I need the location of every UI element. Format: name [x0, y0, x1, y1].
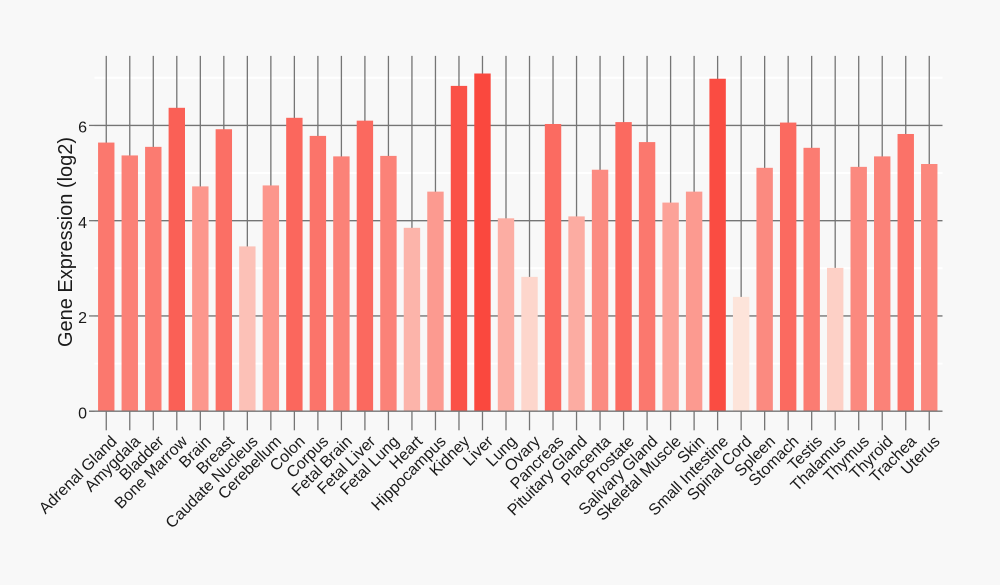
svg-text:6: 6 [78, 120, 87, 137]
svg-text:0: 0 [78, 405, 87, 422]
svg-text:Gene Expression (log2): Gene Expression (log2) [55, 137, 77, 347]
svg-text:4: 4 [78, 215, 87, 232]
svg-text:2: 2 [78, 310, 87, 327]
